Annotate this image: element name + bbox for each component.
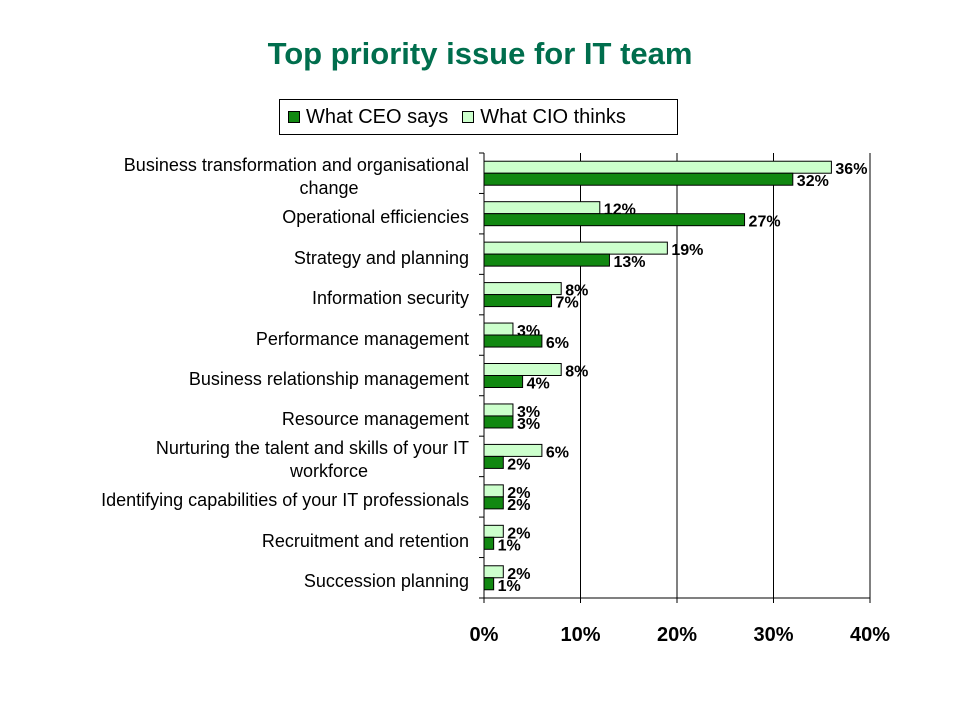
- bar-ceo-10: [483, 577, 495, 591]
- data-label-ceo-7: 2%: [507, 456, 530, 473]
- x-tick-label-20: 20%: [657, 624, 697, 646]
- data-label-ceo-4: 6%: [546, 335, 569, 352]
- category-label-3: Information security: [49, 287, 469, 310]
- category-label-1: Operational efficiencies: [49, 206, 469, 229]
- category-label-line: Performance management: [255, 328, 469, 349]
- bar-ceo-0: [483, 172, 794, 186]
- x-tick-label-10: 10%: [560, 624, 600, 646]
- category-label-line: Business relationship management: [188, 369, 469, 389]
- data-label-ceo-10: 1%: [498, 578, 521, 595]
- bar-ceo-7: [483, 455, 504, 469]
- bar-cio-8: [483, 484, 504, 498]
- category-label-10: Succession planning: [49, 570, 469, 593]
- bar-ceo-6: [483, 415, 514, 429]
- category-label-2: Strategy and planning: [49, 247, 469, 270]
- bar-cio-10: [483, 565, 504, 579]
- bar-cio-4: [483, 322, 514, 336]
- bar-ceo-3: [483, 294, 553, 308]
- data-label-ceo-3: 7%: [556, 295, 579, 312]
- category-label-line: Strategy and planning: [293, 247, 469, 268]
- legend-label-ceo: What CEO says: [306, 105, 449, 128]
- category-label-7: Nurturing the talent and skills of your …: [49, 437, 469, 483]
- category-label-6: Resource management: [49, 408, 469, 431]
- category-label-line: Operational efficiencies: [282, 207, 469, 228]
- legend-swatch-ceo: [288, 111, 300, 123]
- category-label-line: Succession planning: [303, 571, 469, 592]
- bar-ceo-5: [483, 375, 524, 388]
- bar-cio-6: [483, 403, 514, 417]
- data-label-cio-5: 8%: [565, 364, 588, 381]
- legend-item-cio: What CIO thinks: [462, 106, 626, 129]
- data-label-cio-7: 6%: [546, 444, 569, 461]
- category-label-line: Business transformation and organisation…: [123, 155, 469, 176]
- data-label-ceo-5: 4%: [527, 376, 550, 393]
- bar-cio-0: [483, 160, 832, 174]
- chart-legend: What CEO says What CIO thinks: [279, 99, 678, 135]
- data-label-ceo-9: 1%: [498, 537, 521, 554]
- category-label-line: workforce: [289, 461, 369, 482]
- category-label-4: Performance management: [49, 328, 469, 351]
- category-label-9: Recruitment and retention: [49, 530, 469, 553]
- data-label-cio-9: 2%: [507, 525, 530, 542]
- data-label-ceo-6: 3%: [517, 416, 540, 433]
- bar-cio-7: [483, 443, 543, 457]
- x-tick-label-40: 40%: [850, 624, 890, 646]
- x-tick-label-0: 0%: [470, 624, 499, 646]
- bar-cio-9: [483, 524, 504, 538]
- category-label-line: Recruitment and retention: [261, 530, 469, 551]
- bar-ceo-1: [483, 213, 746, 227]
- category-label-5: Business relationship management: [49, 368, 469, 391]
- data-label-cio-3: 8%: [565, 283, 588, 300]
- data-label-cio-2: 19%: [671, 242, 703, 259]
- data-label-ceo-2: 13%: [613, 254, 645, 271]
- category-label-line: Resource management: [281, 409, 469, 430]
- bar-ceo-8: [483, 496, 504, 510]
- category-label-line: change: [299, 178, 359, 199]
- bar-ceo-9: [483, 536, 495, 550]
- legend-item-ceo: What CEO says: [288, 106, 448, 129]
- bar-ceo-4: [483, 334, 543, 348]
- category-label-8: Identifying capabilities of your IT prof…: [49, 489, 469, 512]
- bar-ceo-2: [483, 253, 610, 267]
- data-label-cio-10: 2%: [507, 566, 530, 583]
- data-label-cio-0: 36%: [835, 161, 867, 178]
- bar-cio-1: [483, 201, 601, 215]
- category-label-line: Nurturing the talent and skills of your …: [155, 438, 469, 459]
- chart-title: Top priority issue for IT team: [267, 36, 693, 71]
- data-label-ceo-0: 32%: [797, 173, 829, 190]
- legend-label-cio: What CIO thinks: [480, 105, 626, 128]
- category-label-0: Business transformation and organisation…: [49, 154, 469, 200]
- data-label-ceo-1: 27%: [749, 214, 781, 231]
- bar-cio-2: [483, 241, 668, 255]
- category-label-line: Information security: [311, 288, 469, 309]
- bar-cio-3: [483, 282, 562, 296]
- category-label-line: Identifying capabilities of your IT prof…: [101, 490, 469, 511]
- bar-cio-5: [483, 363, 562, 376]
- x-tick-label-30: 30%: [753, 624, 793, 646]
- legend-swatch-cio: [462, 111, 475, 123]
- data-label-cio-8: 2%: [507, 485, 530, 502]
- data-label-ceo-8: 2%: [507, 497, 530, 514]
- data-label-cio-6: 3%: [517, 404, 540, 421]
